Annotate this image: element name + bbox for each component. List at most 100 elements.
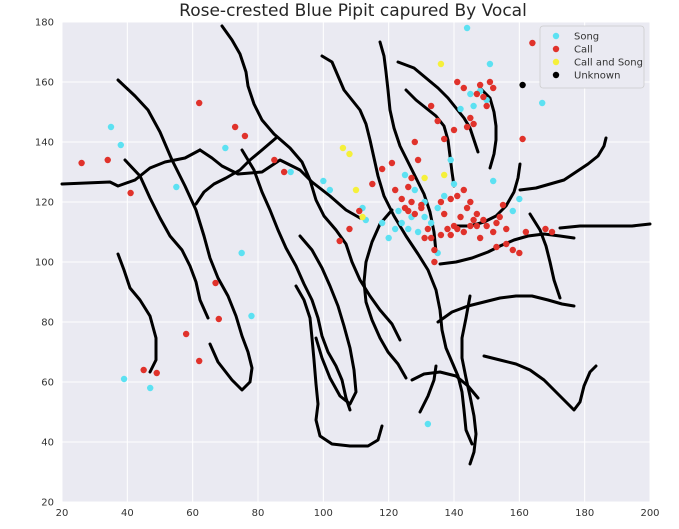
point-call: [454, 225, 461, 233]
point-unknown: [519, 81, 526, 89]
road-line: [418, 364, 438, 414]
point-call: [454, 192, 461, 200]
legend: Song Call Call and Song Unknown: [539, 25, 645, 89]
legend-label-unknown: Unknown: [574, 71, 620, 82]
point-call-and-song: [441, 171, 448, 179]
point-song: [401, 171, 409, 179]
road-line: [404, 88, 456, 188]
point-call: [437, 198, 445, 206]
point-call: [346, 225, 353, 233]
point-song: [107, 123, 115, 131]
point-call: [196, 99, 203, 107]
point-call: [503, 225, 510, 233]
point-call: [78, 159, 85, 167]
point-call: [450, 126, 458, 134]
point-song: [120, 375, 128, 383]
point-call: [411, 210, 418, 218]
point-call: [104, 156, 111, 164]
point-call: [196, 357, 203, 365]
point-song: [385, 234, 392, 242]
legend-label-call: Call: [574, 45, 593, 56]
point-call: [476, 234, 484, 242]
point-song: [414, 228, 422, 236]
point-call: [444, 225, 451, 233]
point-call: [463, 123, 471, 131]
point-song: [173, 183, 180, 191]
y-axis-ticks: 20 40 60 80 100 120 140 160 180: [35, 18, 54, 509]
y-tick-label: 180: [35, 18, 54, 29]
point-song: [539, 99, 546, 107]
point-call: [486, 78, 494, 86]
point-call: [509, 246, 516, 254]
point-call: [490, 228, 497, 236]
x-tick-label: 40: [121, 508, 134, 519]
chart-title: Rose-crested Blue Pipit capured By Vocal: [179, 1, 527, 21]
legend-marker-call: [552, 45, 560, 53]
point-song: [450, 180, 458, 188]
point-call: [467, 198, 474, 206]
point-call: [408, 198, 415, 206]
x-tick-label: 60: [186, 508, 199, 519]
point-song: [287, 168, 294, 176]
x-tick-label: 120: [379, 508, 398, 519]
y-tick-label: 60: [41, 378, 54, 389]
road-line: [240, 148, 352, 412]
road-line: [116, 78, 254, 392]
point-song: [248, 312, 255, 320]
point-call: [441, 135, 448, 143]
point-song: [427, 219, 435, 227]
point-call: [437, 231, 445, 239]
point-call: [503, 240, 510, 248]
point-call: [431, 246, 438, 254]
point-call: [470, 120, 477, 128]
point-song: [398, 219, 405, 227]
x-tick-label: 200: [640, 508, 659, 519]
point-call: [418, 201, 425, 209]
point-call: [467, 222, 474, 230]
point-call: [470, 216, 477, 224]
point-song: [147, 384, 154, 392]
x-tick-label: 140: [444, 508, 463, 519]
y-tick-label: 80: [41, 318, 54, 329]
point-call: [447, 195, 454, 203]
point-call: [140, 366, 147, 374]
point-song: [378, 219, 386, 227]
point-call: [516, 249, 523, 257]
point-call: [460, 228, 467, 236]
point-call: [499, 201, 507, 209]
road-line: [558, 222, 652, 230]
point-song: [395, 207, 402, 215]
point-call: [447, 231, 454, 239]
point-call-and-song: [352, 186, 360, 194]
point-call: [454, 78, 461, 86]
point-call-and-song: [359, 213, 366, 221]
road-line: [482, 354, 598, 412]
point-song: [457, 105, 464, 113]
point-call-and-song: [339, 144, 347, 152]
point-call-and-song: [437, 60, 445, 68]
road-line: [396, 60, 480, 154]
point-song: [405, 225, 412, 233]
point-song: [516, 195, 523, 203]
legend-box: [539, 25, 645, 89]
point-call: [182, 330, 190, 338]
point-call: [411, 138, 418, 146]
point-call: [231, 123, 239, 131]
point-call: [467, 114, 474, 122]
point-call: [434, 117, 441, 125]
point-call: [441, 210, 448, 218]
point-song: [411, 186, 418, 194]
point-song: [490, 177, 497, 185]
point-call-and-song: [346, 150, 353, 158]
point-call: [493, 219, 500, 227]
point-call: [476, 81, 484, 89]
point-call: [336, 237, 343, 245]
road-line: [220, 24, 402, 342]
point-song: [463, 24, 471, 32]
point-call: [405, 207, 412, 215]
y-tick-label: 40: [41, 438, 54, 449]
y-tick-label: 160: [35, 78, 54, 89]
point-call: [493, 243, 500, 251]
road-line: [116, 252, 158, 374]
